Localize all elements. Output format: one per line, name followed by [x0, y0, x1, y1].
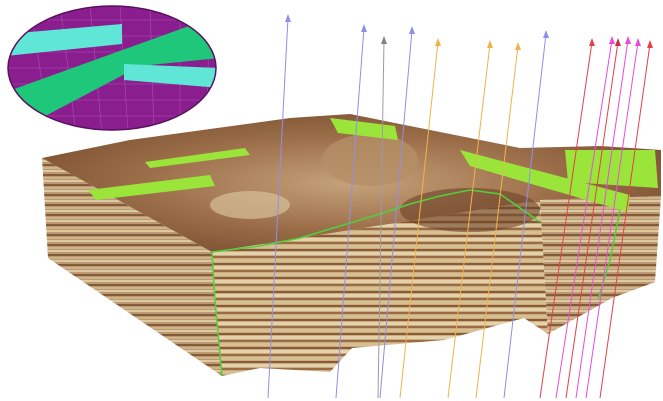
- well-line: [377, 39, 385, 399]
- fault-patch-2: [145, 148, 250, 168]
- well-line: [475, 45, 519, 399]
- well-line: [335, 27, 365, 399]
- surface-light-patch: [210, 191, 290, 219]
- fault-patch-3: [330, 118, 398, 140]
- inset-green-band: [8, 22, 216, 124]
- well-head-icon: [589, 38, 595, 46]
- well-line: [267, 17, 289, 399]
- well-head-icon: [361, 24, 367, 32]
- well-line: [575, 39, 629, 399]
- block-left-face: [42, 158, 222, 376]
- block-right-face: [540, 196, 661, 334]
- well-line: [599, 43, 651, 399]
- well-head-icon: [615, 38, 621, 46]
- well-head-icon: [487, 40, 493, 48]
- well-head-icon: [609, 36, 615, 44]
- well-head-icon: [381, 36, 387, 44]
- well-head-icon: [515, 42, 521, 50]
- well-head-icon: [635, 38, 641, 46]
- well-head-icon: [285, 14, 291, 22]
- well-line: [447, 43, 491, 399]
- fault-trace-edge: [211, 251, 223, 377]
- well-line: [539, 41, 593, 399]
- fault-patch-5: [565, 150, 658, 188]
- well-line: [555, 39, 613, 399]
- inset-cyan-band-upper: [8, 24, 122, 56]
- fault-patch-1: [88, 175, 215, 200]
- wells: [267, 14, 653, 399]
- well-head-icon: [625, 36, 631, 44]
- inset-fault-view: [7, 5, 217, 131]
- surface-mound: [322, 134, 418, 186]
- fault-trace-front: [211, 189, 541, 253]
- well-line: [565, 41, 619, 399]
- well-head-icon: [647, 40, 653, 48]
- well-line: [399, 41, 439, 399]
- well-head-icon: [409, 26, 415, 34]
- well-head-icon: [435, 38, 441, 46]
- inset-cyan-band-lower: [124, 64, 216, 88]
- well-line: [503, 33, 547, 399]
- well-line: [585, 41, 639, 399]
- well-line: [379, 29, 413, 399]
- well-head-icon: [543, 30, 549, 38]
